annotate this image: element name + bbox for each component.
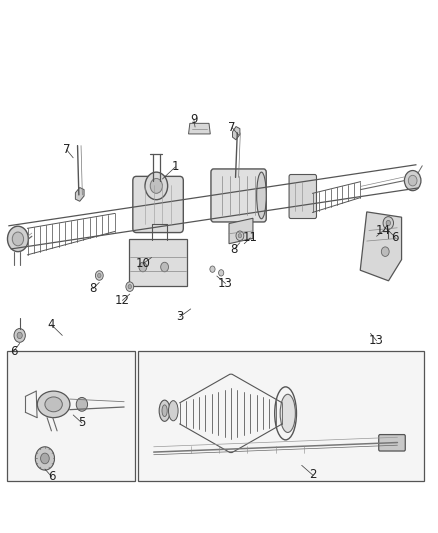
Circle shape <box>236 231 244 240</box>
Circle shape <box>35 447 54 470</box>
Text: 14: 14 <box>376 224 391 237</box>
Text: 6: 6 <box>48 470 55 483</box>
FancyBboxPatch shape <box>379 434 405 451</box>
Text: 8: 8 <box>89 282 96 295</box>
Polygon shape <box>360 212 402 281</box>
Text: 4: 4 <box>48 318 55 332</box>
Circle shape <box>139 262 147 272</box>
Text: 11: 11 <box>243 231 258 244</box>
Text: 12: 12 <box>115 294 130 307</box>
Ellipse shape <box>280 394 295 432</box>
Circle shape <box>210 266 215 272</box>
Circle shape <box>12 232 24 246</box>
FancyBboxPatch shape <box>133 176 184 232</box>
Polygon shape <box>233 126 240 140</box>
Text: 13: 13 <box>218 277 233 290</box>
Circle shape <box>145 172 168 200</box>
Ellipse shape <box>162 405 167 417</box>
Text: 3: 3 <box>176 310 184 324</box>
FancyBboxPatch shape <box>211 169 266 222</box>
Text: 10: 10 <box>135 257 150 270</box>
Circle shape <box>128 285 131 289</box>
Text: 1: 1 <box>172 160 179 173</box>
Text: 7: 7 <box>228 121 236 134</box>
Circle shape <box>126 282 134 292</box>
Circle shape <box>219 270 224 276</box>
Circle shape <box>7 226 28 252</box>
Polygon shape <box>75 188 84 201</box>
Ellipse shape <box>257 172 266 219</box>
Circle shape <box>95 271 103 280</box>
Text: 9: 9 <box>190 112 198 126</box>
Ellipse shape <box>45 397 62 412</box>
Circle shape <box>14 328 25 342</box>
Circle shape <box>404 171 421 191</box>
Bar <box>7 351 135 481</box>
Circle shape <box>41 453 49 464</box>
Text: 6: 6 <box>392 231 399 244</box>
Circle shape <box>381 247 389 256</box>
Circle shape <box>238 233 242 238</box>
Polygon shape <box>188 123 210 134</box>
FancyBboxPatch shape <box>289 174 317 219</box>
Text: 13: 13 <box>369 334 384 347</box>
Circle shape <box>386 220 391 225</box>
Text: 8: 8 <box>230 243 238 255</box>
Circle shape <box>17 332 22 338</box>
Text: 5: 5 <box>78 416 85 430</box>
Text: 6: 6 <box>10 345 18 358</box>
FancyBboxPatch shape <box>129 239 187 286</box>
Circle shape <box>98 273 101 278</box>
Ellipse shape <box>159 400 170 421</box>
Circle shape <box>383 216 393 229</box>
Ellipse shape <box>37 391 70 418</box>
Circle shape <box>150 179 162 193</box>
Circle shape <box>76 398 88 411</box>
Text: 2: 2 <box>309 469 316 481</box>
Ellipse shape <box>169 401 178 421</box>
Text: 7: 7 <box>63 143 71 156</box>
Circle shape <box>408 175 417 186</box>
Bar <box>138 351 424 481</box>
Polygon shape <box>229 218 253 244</box>
Circle shape <box>161 262 169 272</box>
